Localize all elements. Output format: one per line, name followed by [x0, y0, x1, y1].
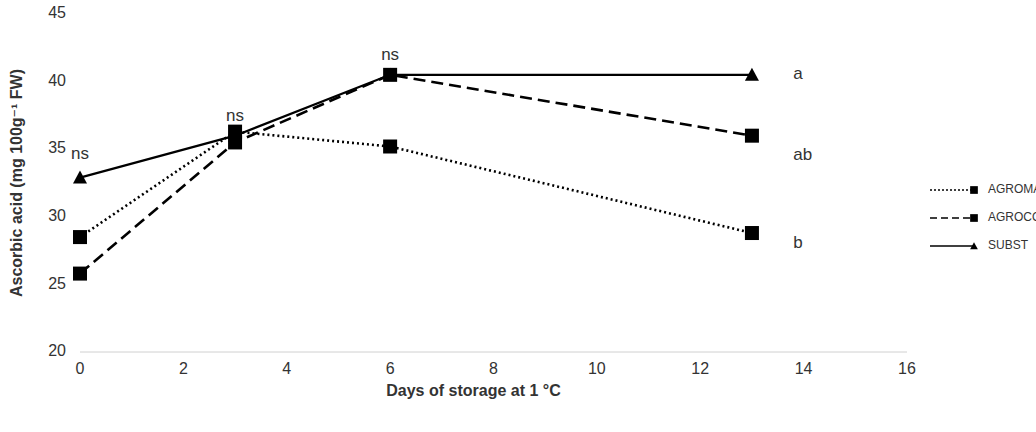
- y-tick-label: 40: [48, 72, 66, 89]
- x-tick-label: 14: [795, 360, 813, 377]
- chart: 20 25 30 35 40 45 0 2 4 6 8 10 12 14 16 Days of storage…: [0, 0, 1036, 432]
- marker: [73, 267, 87, 281]
- x-tick-label: 10: [588, 360, 606, 377]
- legend-label: AGROCOM: [988, 210, 1036, 224]
- marker: [383, 68, 397, 82]
- y-tick-label: 25: [48, 275, 66, 292]
- marker: [228, 125, 242, 139]
- marker: [745, 68, 759, 81]
- legend-line: [930, 189, 974, 191]
- x-tick-label: 0: [76, 360, 85, 377]
- legend-marker: [970, 242, 978, 249]
- x-tick-label: 2: [179, 360, 188, 377]
- legend-marker: [970, 186, 978, 194]
- annotation: ab: [793, 145, 812, 164]
- y-tick-label: 35: [48, 139, 66, 156]
- legend-line: [930, 245, 974, 247]
- marker: [745, 226, 759, 240]
- marker: [383, 68, 397, 81]
- x-axis-title: Days of storage at 1 °C: [386, 382, 561, 399]
- series-line: [80, 132, 752, 237]
- x-tick-label: 6: [386, 360, 395, 377]
- legend-line: [930, 217, 974, 219]
- annotation: b: [793, 233, 802, 252]
- y-tick-label: 30: [48, 207, 66, 224]
- x-axis-line: [80, 352, 907, 353]
- x-tick-label: 4: [282, 360, 291, 377]
- marker: [73, 171, 87, 184]
- annotation: ns: [226, 106, 244, 125]
- series-line: [80, 75, 752, 178]
- x-tick-label: 12: [691, 360, 709, 377]
- legend-marker: [970, 214, 978, 222]
- marker: [73, 230, 87, 244]
- plot-area: [73, 68, 759, 281]
- y-tick-label: 20: [48, 342, 66, 359]
- annotation: ns: [71, 144, 89, 163]
- legend-label: AGROMAN: [988, 182, 1036, 196]
- y-axis-title: Ascorbic acid (mg 100g⁻¹ FW): [8, 69, 25, 297]
- marker: [745, 129, 759, 143]
- x-tick-label: 16: [898, 360, 916, 377]
- annotation: ns: [381, 45, 399, 64]
- series-line: [80, 75, 752, 274]
- x-tick-label: 8: [489, 360, 498, 377]
- legend: AGROMAN AGROCOM SUBST: [930, 182, 1036, 252]
- marker: [383, 139, 397, 153]
- y-tick-label: 45: [48, 4, 66, 21]
- annotation: a: [793, 64, 803, 83]
- legend-label: SUBST: [988, 238, 1029, 252]
